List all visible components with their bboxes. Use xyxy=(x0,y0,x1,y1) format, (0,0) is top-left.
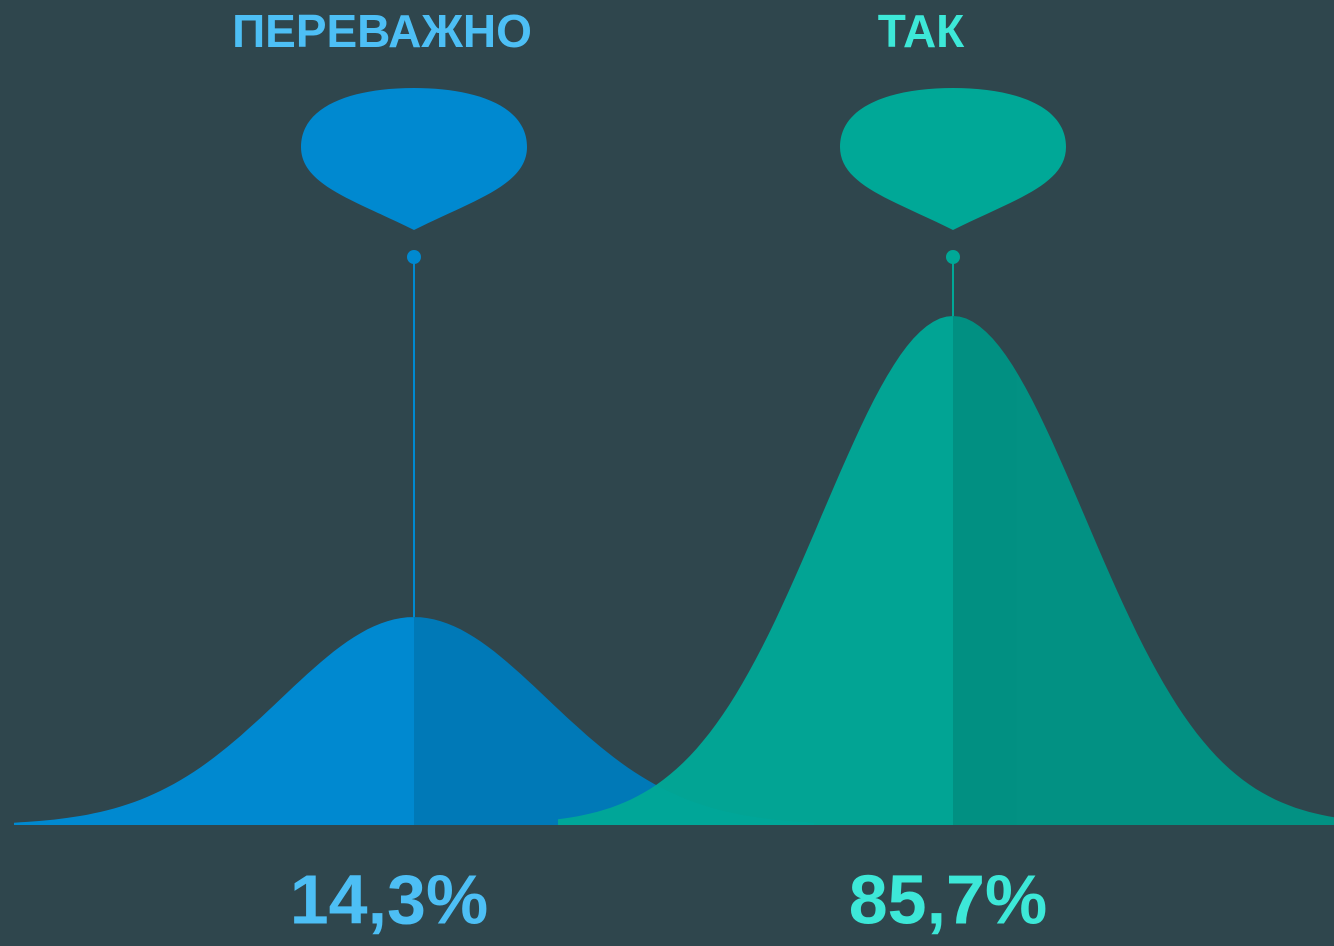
bell-left-half xyxy=(558,316,953,825)
pin-dot xyxy=(946,250,960,264)
bell-right-half xyxy=(414,617,814,825)
pin-dot xyxy=(407,250,421,264)
value-label: 85,7% xyxy=(849,860,1047,938)
marker-drop xyxy=(840,88,1066,230)
category-label: ПЕРЕВАЖНО xyxy=(232,5,532,57)
value-label: 14,3% xyxy=(290,860,488,938)
bell-curve xyxy=(558,316,1334,825)
marker-drop xyxy=(301,88,527,230)
category-label: ТАК xyxy=(878,5,965,57)
bell-left-half xyxy=(14,617,414,825)
bell-curve xyxy=(14,617,814,825)
bell-right-half xyxy=(953,316,1334,825)
